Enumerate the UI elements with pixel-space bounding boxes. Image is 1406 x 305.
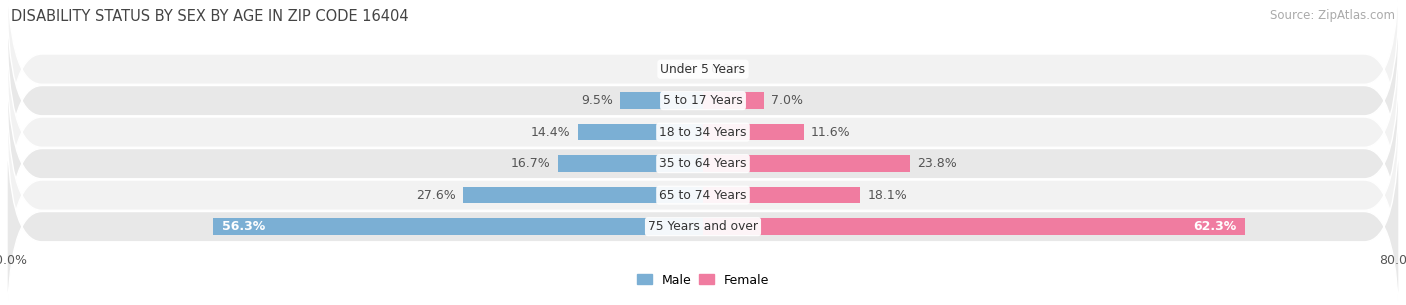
Text: Under 5 Years: Under 5 Years <box>661 63 745 76</box>
Text: 9.5%: 9.5% <box>582 94 613 107</box>
Text: 0.0%: 0.0% <box>664 63 696 76</box>
Text: 65 to 74 Years: 65 to 74 Years <box>659 189 747 202</box>
Bar <box>463 187 703 203</box>
Text: 5 to 17 Years: 5 to 17 Years <box>664 94 742 107</box>
Bar <box>703 92 763 109</box>
FancyBboxPatch shape <box>7 0 1399 212</box>
Bar <box>214 218 703 235</box>
Bar <box>620 92 703 109</box>
Text: 11.6%: 11.6% <box>811 126 851 139</box>
Text: DISABILITY STATUS BY SEX BY AGE IN ZIP CODE 16404: DISABILITY STATUS BY SEX BY AGE IN ZIP C… <box>11 9 409 24</box>
Text: 75 Years and over: 75 Years and over <box>648 220 758 233</box>
Text: 62.3%: 62.3% <box>1194 220 1236 233</box>
Text: 16.7%: 16.7% <box>510 157 551 170</box>
FancyBboxPatch shape <box>7 84 1399 305</box>
Text: 18 to 34 Years: 18 to 34 Years <box>659 126 747 139</box>
Text: 14.4%: 14.4% <box>531 126 571 139</box>
Text: 56.3%: 56.3% <box>222 220 266 233</box>
Bar <box>703 124 804 140</box>
Text: Source: ZipAtlas.com: Source: ZipAtlas.com <box>1270 9 1395 22</box>
FancyBboxPatch shape <box>7 53 1399 274</box>
FancyBboxPatch shape <box>7 116 1399 305</box>
Text: 7.0%: 7.0% <box>770 94 803 107</box>
Bar <box>703 218 1244 235</box>
Bar <box>558 156 703 172</box>
Text: 27.6%: 27.6% <box>416 189 456 202</box>
Text: 23.8%: 23.8% <box>917 157 956 170</box>
Text: 0.0%: 0.0% <box>710 63 742 76</box>
Bar <box>703 156 910 172</box>
FancyBboxPatch shape <box>7 0 1399 180</box>
Text: 18.1%: 18.1% <box>868 189 907 202</box>
FancyBboxPatch shape <box>7 21 1399 243</box>
Bar <box>578 124 703 140</box>
Text: 35 to 64 Years: 35 to 64 Years <box>659 157 747 170</box>
Bar <box>703 187 860 203</box>
Legend: Male, Female: Male, Female <box>631 268 775 292</box>
